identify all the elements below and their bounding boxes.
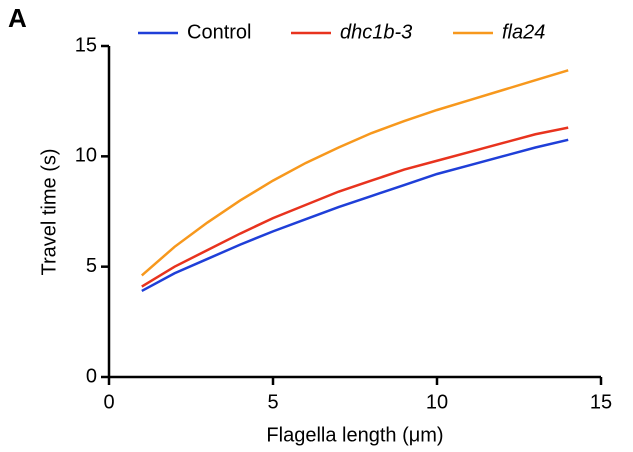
legend-label: Control — [187, 21, 251, 43]
line — [140, 69, 569, 277]
legend-label: dhc1b-3 — [340, 21, 412, 43]
y-tick-label: 10 — [75, 145, 97, 167]
x-tick-label: 5 — [267, 391, 278, 413]
line — [141, 138, 569, 293]
y-tick-label: 5 — [86, 255, 97, 277]
y-tick-label: 15 — [75, 34, 97, 56]
y-tick-label: 0 — [86, 365, 97, 387]
line — [141, 126, 569, 288]
legend-label: fla24 — [502, 21, 545, 43]
panel-label: A — [8, 3, 27, 33]
y-axis-label: Travel time (s) — [38, 148, 60, 275]
x-axis-label: Flagella length (μm) — [266, 424, 443, 446]
x-tick-label: 0 — [103, 391, 114, 413]
x-tick-label: 15 — [590, 391, 612, 413]
x-tick-label: 10 — [426, 391, 448, 413]
